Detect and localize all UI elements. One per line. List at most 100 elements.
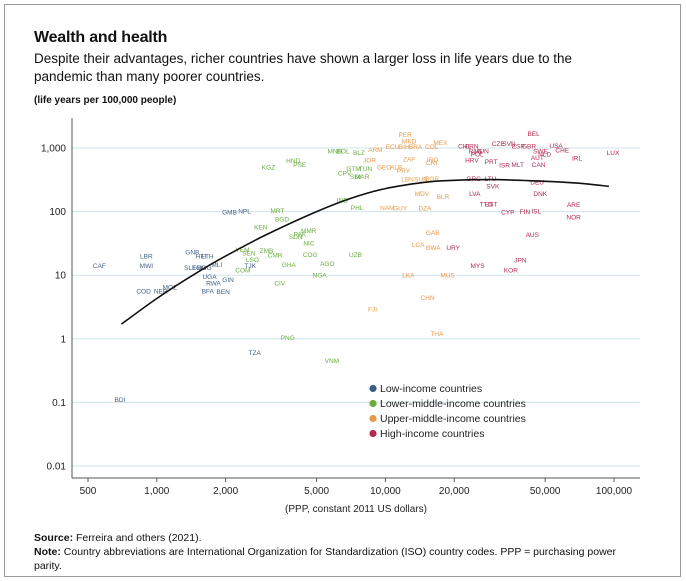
y-axis-units: (life years per 100,000 people) [34, 95, 177, 106]
data-point-sle: SLE [184, 265, 197, 272]
y-tick-label: 100 [49, 207, 66, 218]
data-point-mys: MYS [471, 263, 486, 270]
data-point-nga: NGA [313, 272, 328, 279]
legend-label-lower-middle: Lower-middle-income countries [380, 398, 526, 410]
data-point-cze: CZE [492, 141, 506, 148]
data-point-zmb: ZMB [260, 248, 274, 255]
x-tick-label: 10,000 [370, 486, 401, 497]
legend-label-high: High-income countries [380, 428, 484, 440]
data-point-eth: ETH [201, 253, 214, 260]
data-point-pak: PAK [294, 231, 307, 238]
data-point-lca: LCA [412, 242, 425, 249]
data-point-zaf: ZAF [403, 157, 415, 164]
data-point-nld: NLD [538, 152, 551, 159]
data-point-gha: GHA [282, 262, 297, 269]
data-point-chl: CHL [458, 143, 471, 150]
data-point-gnb: GNB [185, 249, 199, 256]
data-point-est: EST [485, 202, 498, 209]
data-point-tjk: TJK [244, 263, 256, 270]
data-point-cog: COG [303, 252, 318, 259]
data-point-sdn: SDN [289, 234, 303, 241]
x-tick-label: 20,000 [439, 486, 470, 497]
data-point-cpv: CPV [338, 171, 352, 178]
data-point-gin: GIN [222, 277, 234, 284]
data-point-per: PER [398, 132, 412, 139]
data-point-hnd: HND [286, 158, 300, 165]
data-point-bgd: BGD [275, 216, 289, 223]
x-axis-title: (PPP, constant 2011 US dollars) [285, 504, 427, 515]
data-point-com: COM [235, 267, 250, 274]
data-point-alb: ALB [390, 164, 402, 171]
data-point-lbr: LBR [140, 253, 153, 260]
data-point-are: ARE [567, 202, 581, 209]
data-point-hrv: HRV [465, 158, 479, 165]
data-point-uzb: UZB [349, 252, 362, 259]
trend-curve [120, 178, 609, 325]
data-point-lva: LVA [469, 191, 481, 198]
data-point-fji: FJI [368, 307, 377, 314]
data-point-gtm: GTM [346, 166, 360, 173]
data-point-ecu: ECU [386, 144, 400, 151]
data-point-nor: NOR [566, 214, 581, 221]
data-point-mwi: MWI [140, 263, 154, 270]
data-point-caf: CAF [93, 263, 106, 270]
x-tick-label: 2,000 [213, 486, 238, 497]
data-point-sen: SEN [242, 251, 256, 258]
data-point-bdi: BDI [115, 397, 126, 404]
y-tick-label: 10 [55, 271, 67, 282]
x-tick-label: 1,000 [144, 486, 169, 497]
x-tick-label: 5,000 [304, 486, 329, 497]
data-point-svk: SVK [486, 183, 500, 190]
legend-marker-lower-middle [369, 399, 377, 408]
data-point-rwa: RWA [206, 281, 221, 288]
data-point-mar: MAR [355, 174, 370, 181]
data-point-gab: GAB [426, 230, 440, 237]
data-point-mrt: MRT [270, 208, 284, 215]
data-point-tun: TUN [359, 166, 373, 173]
data-point-arm: ARM [368, 147, 382, 154]
data-point-cmr: CMR [268, 253, 283, 260]
data-point-dza: DZA [418, 206, 432, 213]
data-point-uga: UGA [202, 274, 217, 281]
legend-marker-high [369, 429, 377, 438]
data-point-hti: HTI [196, 253, 207, 260]
data-point-ury: URY [446, 245, 460, 252]
data-point-vnm: VNM [325, 358, 339, 365]
data-point-mng: MNG [327, 148, 342, 155]
data-point-sur: SUR [414, 177, 428, 184]
data-point-npl: NPL [238, 208, 251, 215]
note-label: Note: [34, 546, 61, 558]
data-point-slv: SLV [350, 174, 362, 181]
data-point-irq: IRQ [427, 157, 439, 164]
data-point-jor: JOR [363, 158, 376, 165]
data-point-prt: PRT [485, 159, 498, 166]
data-point-tha: THA [430, 331, 444, 338]
data-point-rus: RUS [469, 149, 483, 156]
data-point-chn: CHN [421, 295, 435, 302]
data-point-bol: BOL [337, 148, 350, 155]
data-point-bwa: BWA [426, 245, 441, 252]
data-point-mlt: MLT [511, 162, 524, 169]
data-point-hun: HUN [475, 149, 489, 156]
data-point-deu: DEU [530, 179, 544, 186]
data-point-irl: IRL [572, 155, 583, 162]
y-tick-label: 0.01 [47, 462, 67, 473]
data-point-tgo: TGO [192, 265, 206, 272]
data-point-nic: NIC [303, 240, 315, 247]
x-tick-label: 500 [80, 486, 97, 497]
data-point-bih: BIH [399, 144, 410, 151]
data-point-isl: ISL [531, 208, 541, 215]
data-point-phl: PHL [351, 205, 364, 212]
data-point-mmr: MMR [301, 228, 317, 235]
data-point-svn: SVN [502, 141, 516, 148]
data-point-mli: MLI [211, 262, 222, 269]
data-point-kor: KOR [504, 267, 518, 274]
data-point-cod: COD [136, 288, 151, 295]
data-point-usa: USA [549, 143, 563, 150]
data-point-esp: ESP [512, 143, 525, 150]
data-point-mdv: MDV [415, 191, 430, 198]
data-point-swe: SWE [533, 149, 548, 156]
data-point-guy: GUY [393, 206, 408, 213]
data-point-aus: AUS [526, 232, 540, 239]
